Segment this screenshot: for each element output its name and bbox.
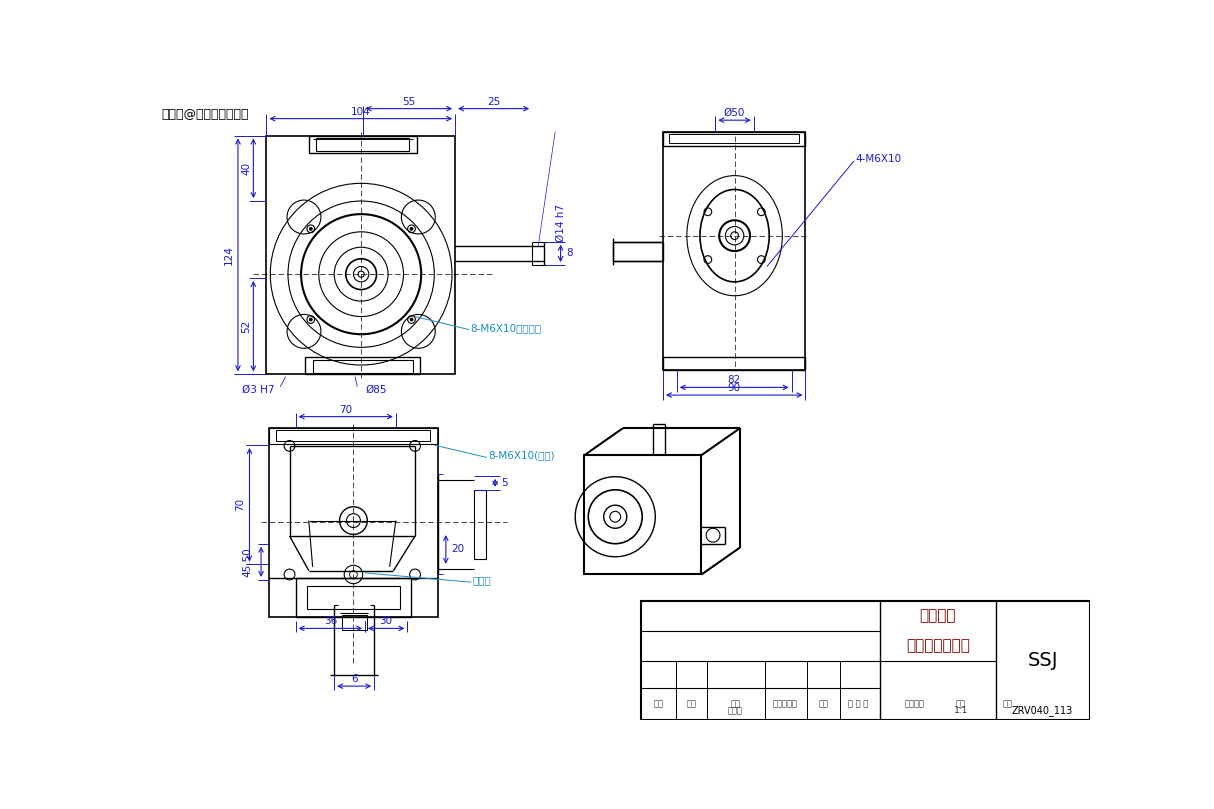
Bar — [317, 138, 409, 151]
Text: 更改文件号: 更改文件号 — [773, 699, 798, 709]
Text: 45.50: 45.50 — [242, 547, 253, 577]
Text: 蜗轮蜗杆减速机: 蜗轮蜗杆减速机 — [906, 638, 970, 653]
Text: 标记: 标记 — [653, 699, 663, 709]
Circle shape — [410, 227, 413, 231]
Text: 按实色: 按实色 — [728, 706, 743, 715]
Text: 8: 8 — [567, 248, 573, 258]
Bar — [305, 358, 420, 375]
Bar — [663, 132, 805, 146]
Text: 签名: 签名 — [819, 699, 829, 709]
Bar — [342, 615, 367, 630]
Text: Ø50: Ø50 — [724, 108, 745, 118]
Text: 124: 124 — [223, 245, 234, 265]
Text: 20: 20 — [452, 544, 465, 554]
Circle shape — [310, 227, 312, 231]
Text: 40: 40 — [242, 162, 251, 175]
Circle shape — [410, 318, 413, 321]
Bar — [669, 134, 799, 143]
Bar — [475, 489, 486, 559]
Text: 82: 82 — [727, 375, 741, 385]
Circle shape — [310, 318, 312, 321]
Text: 52: 52 — [242, 320, 251, 332]
Text: 5: 5 — [501, 478, 507, 488]
Text: Ø14 h7: Ø14 h7 — [556, 204, 566, 242]
Text: 104: 104 — [351, 108, 370, 117]
Text: 透气塞: 透气塞 — [472, 575, 492, 585]
Bar — [584, 455, 702, 574]
Text: 70: 70 — [339, 404, 352, 415]
Bar — [613, 242, 663, 261]
Bar — [268, 428, 438, 443]
Bar — [663, 132, 805, 371]
Text: 1:1: 1:1 — [954, 706, 968, 715]
Bar — [268, 428, 438, 616]
Text: SSJ: SSJ — [1027, 651, 1057, 670]
Text: 分区: 分区 — [731, 699, 741, 709]
Bar — [277, 430, 431, 441]
Text: 质量: 质量 — [955, 699, 966, 709]
Text: 55: 55 — [402, 97, 415, 108]
Text: 比例: 比例 — [1003, 699, 1012, 709]
Text: 处数: 处数 — [686, 699, 697, 709]
Text: 30: 30 — [380, 616, 393, 626]
Text: 36: 36 — [324, 616, 337, 626]
Bar — [296, 578, 412, 616]
Text: 25: 25 — [487, 97, 500, 108]
Bar — [641, 601, 1090, 720]
Text: 4-M6X10: 4-M6X10 — [856, 154, 902, 163]
Text: 搜狐号@迈传减速机高工: 搜狐号@迈传减速机高工 — [161, 108, 249, 121]
Bar — [663, 357, 805, 371]
Bar — [307, 586, 399, 609]
Bar — [266, 136, 455, 375]
Text: 90: 90 — [727, 383, 741, 393]
Bar — [308, 136, 416, 153]
Text: 铸铁系列: 铸铁系列 — [920, 608, 957, 624]
Text: 8-M6X10（两侧）: 8-M6X10（两侧） — [471, 323, 541, 333]
Bar — [313, 361, 413, 373]
Text: 年 月 日: 年 月 日 — [849, 699, 869, 709]
Text: Ø3 H7: Ø3 H7 — [243, 385, 276, 395]
Text: 阶段标记: 阶段标记 — [904, 699, 925, 709]
Text: 8-M6X10(两侧): 8-M6X10(两侧) — [488, 450, 555, 460]
Text: 70: 70 — [236, 498, 245, 511]
Text: Ø85: Ø85 — [365, 385, 387, 395]
Text: 6: 6 — [351, 674, 358, 684]
Text: ZRV040_113: ZRV040_113 — [1012, 705, 1073, 716]
